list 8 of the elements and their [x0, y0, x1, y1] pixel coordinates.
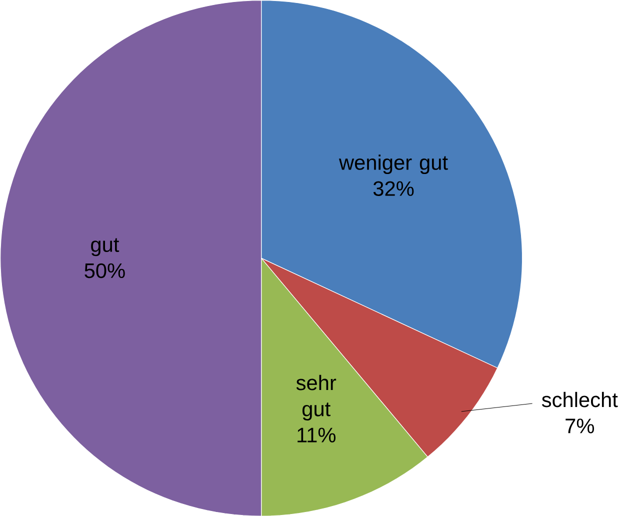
slice-label: weniger gut [338, 154, 448, 174]
data-label: 50% [84, 263, 125, 278]
data-label: 7% [566, 418, 594, 434]
slice-label: schlecht [542, 392, 618, 408]
data-label: 32% [373, 181, 414, 196]
slice-label: sehr gut [296, 374, 336, 420]
slice-label: gut [91, 238, 120, 256]
data-label: 11% [298, 428, 336, 442]
